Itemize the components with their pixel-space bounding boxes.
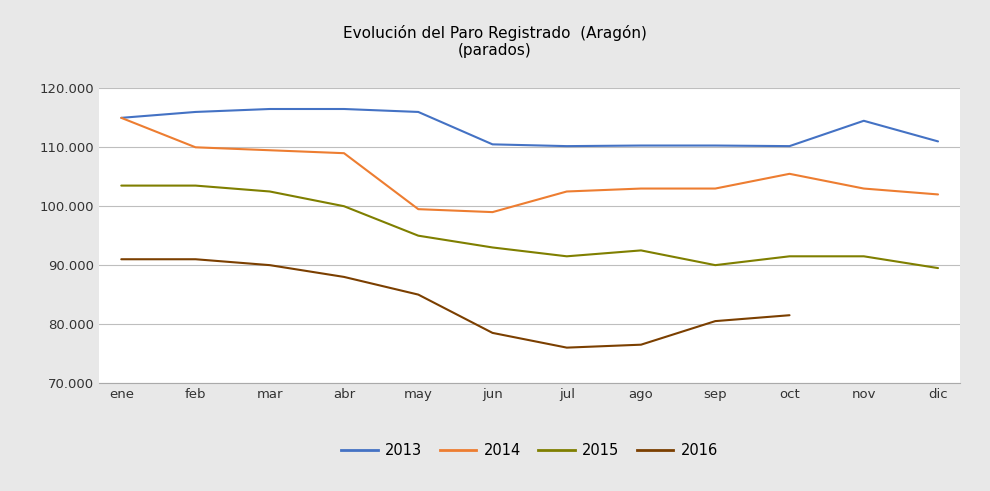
2015 (932, 265, 943, 271)
2014 (560, 189, 572, 194)
2015 (486, 245, 498, 250)
2014 (932, 191, 943, 197)
2013 (783, 143, 795, 149)
2013 (857, 118, 869, 124)
2015 (857, 253, 869, 259)
2014 (338, 150, 349, 156)
2013 (338, 106, 349, 112)
2013 (263, 106, 275, 112)
Legend: 2013, 2014, 2015, 2016: 2013, 2014, 2015, 2016 (336, 437, 724, 464)
Line: 2014: 2014 (121, 118, 938, 212)
2013 (486, 141, 498, 147)
2013 (115, 115, 127, 121)
2016 (338, 274, 349, 280)
2014 (263, 147, 275, 153)
2015 (783, 253, 795, 259)
2015 (189, 183, 202, 189)
2016 (263, 262, 275, 268)
2013 (560, 143, 572, 149)
2014 (486, 209, 498, 215)
2016 (115, 256, 127, 262)
2015 (115, 183, 127, 189)
2014 (857, 186, 869, 191)
2015 (412, 233, 424, 239)
2016 (189, 256, 202, 262)
2015 (635, 247, 646, 253)
2015 (338, 203, 349, 209)
2015 (263, 189, 275, 194)
2016 (486, 330, 498, 336)
2016 (783, 312, 795, 318)
2014 (783, 171, 795, 177)
Line: 2013: 2013 (121, 109, 938, 146)
2016 (412, 292, 424, 298)
2016 (635, 342, 646, 348)
2016 (709, 318, 721, 324)
Text: Evolución del Paro Registrado  (Aragón)
(parados): Evolución del Paro Registrado (Aragón) (… (344, 25, 646, 58)
2014 (709, 186, 721, 191)
2013 (709, 142, 721, 148)
2016 (560, 345, 572, 351)
2014 (412, 206, 424, 212)
2013 (932, 138, 943, 144)
2014 (115, 115, 127, 121)
2015 (709, 262, 721, 268)
2013 (635, 142, 646, 148)
2015 (560, 253, 572, 259)
2013 (412, 109, 424, 115)
Line: 2015: 2015 (121, 186, 938, 268)
2013 (189, 109, 202, 115)
2014 (189, 144, 202, 150)
Line: 2016: 2016 (121, 259, 789, 348)
2014 (635, 186, 646, 191)
